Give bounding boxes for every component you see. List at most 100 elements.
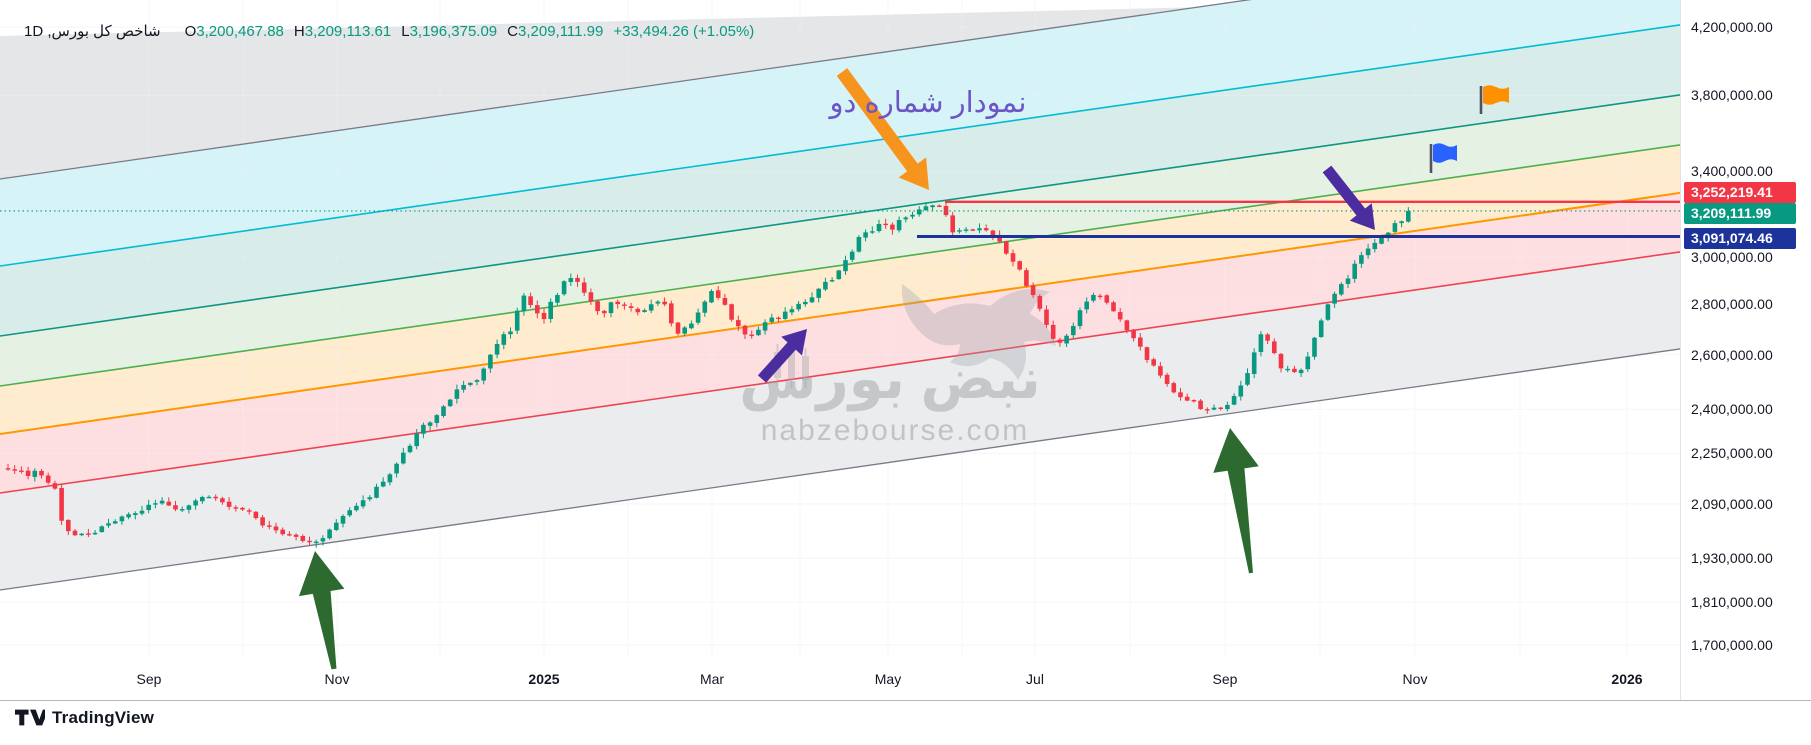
candle	[293, 534, 299, 537]
candle	[126, 514, 131, 518]
candle	[59, 487, 64, 521]
tradingview-icon	[15, 709, 45, 726]
candle	[173, 505, 178, 510]
candle	[722, 297, 728, 305]
low-value: 3,196,375.09	[409, 23, 498, 40]
candle	[1238, 385, 1244, 397]
candle	[233, 507, 239, 509]
candle	[246, 510, 252, 512]
last-price-badge: 3,209,111.99	[1684, 202, 1796, 224]
drawing-annotations[interactable]	[298, 68, 1509, 670]
candle	[12, 469, 17, 471]
candle	[916, 209, 922, 215]
time-tick-label: Mar	[699, 671, 725, 687]
open-value: 3,200,467.88	[196, 23, 284, 40]
candle	[1064, 335, 1069, 344]
channel-line-orange[interactable]	[0, 191, 1680, 435]
candle	[1211, 407, 1217, 410]
channel-lines[interactable]	[0, 0, 1680, 591]
candle	[213, 496, 218, 499]
candle	[628, 306, 634, 309]
orange-flag[interactable]	[1479, 85, 1509, 114]
candle	[689, 323, 694, 329]
channel-line-red[interactable]	[0, 251, 1680, 494]
candle	[1111, 302, 1116, 312]
channel-line-green[interactable]	[0, 144, 1680, 387]
purple-up-arrow[interactable]	[757, 329, 807, 383]
candle	[1285, 368, 1290, 371]
candle	[702, 301, 708, 313]
channel-line-upper-gray[interactable]	[0, 0, 1680, 180]
bull-logo-icon	[901, 284, 1056, 380]
candle	[66, 519, 71, 532]
candle	[695, 312, 701, 323]
candle	[327, 529, 332, 539]
time-axis[interactable]: Sep Nov 2025 Mar May Jul Sep Nov 2026	[0, 658, 1811, 700]
orange-down-arrow[interactable]	[836, 68, 929, 190]
symbol-name[interactable]: شاخص کل بورس, 1D	[24, 23, 161, 40]
candle	[427, 422, 433, 426]
candle	[45, 475, 51, 483]
green-up-arrow-2[interactable]	[1213, 428, 1259, 574]
candle	[1191, 400, 1197, 402]
high-value: 3,209,113.61	[304, 23, 392, 40]
time-tick-label: Jul	[1026, 671, 1044, 687]
candle	[1352, 263, 1357, 279]
purple-down-arrow[interactable]	[1322, 165, 1375, 230]
candle	[1392, 223, 1398, 232]
candle	[32, 470, 38, 477]
candle	[642, 310, 647, 312]
candle	[963, 229, 969, 231]
candle	[313, 541, 319, 544]
candle	[1305, 356, 1311, 370]
candle	[923, 206, 929, 211]
time-tick-label: May	[874, 671, 902, 687]
price-tick-label: 2,600,000.00	[1691, 346, 1773, 363]
candle	[1164, 374, 1170, 384]
time-tick-label: Nov	[1402, 671, 1428, 687]
candle	[206, 496, 212, 499]
candle	[782, 311, 788, 319]
price-lines[interactable]	[0, 200, 1680, 239]
candle	[86, 533, 91, 535]
candle	[675, 322, 681, 334]
price-tick-label: 2,800,000.00	[1691, 296, 1773, 313]
candle	[910, 214, 915, 217]
candle	[521, 295, 527, 312]
candle	[622, 304, 627, 306]
candle	[1379, 237, 1384, 244]
channel-line-lower-gray[interactable]	[0, 348, 1680, 591]
candle	[1399, 221, 1404, 224]
price-tick-label: 1,930,000.00	[1691, 550, 1773, 567]
candle	[481, 368, 486, 381]
candle	[220, 498, 225, 503]
price-tick-label: 3,800,000.00	[1691, 87, 1773, 104]
candle	[1231, 396, 1237, 405]
candle	[883, 223, 888, 226]
watermark-domain-text: nabzebourse.com	[761, 414, 1029, 447]
symbol-ohlc-header[interactable]: شاخص کل بورس, 1D O3,200,467.88 H3,209,113.…	[24, 22, 754, 40]
candle	[394, 463, 399, 474]
price-tick-label: 1,700,000.00	[1691, 636, 1773, 653]
candle	[193, 500, 198, 506]
candle	[1050, 324, 1056, 339]
watermark-brand-text: نبض بورس	[739, 347, 1041, 412]
candle	[146, 504, 151, 511]
channel-line-teal[interactable]	[0, 94, 1680, 337]
candle	[112, 521, 118, 524]
candle	[997, 234, 1002, 242]
tradingview-attribution[interactable]: TradingView	[15, 707, 154, 728]
gridlines	[0, 0, 1680, 658]
candle	[468, 382, 473, 385]
channel-bands[interactable]	[0, 0, 1680, 591]
channel-line-cyan[interactable]	[0, 24, 1680, 267]
candle	[1144, 347, 1150, 361]
chart-annotation-text[interactable]: نمودار شماره دو	[828, 87, 1027, 119]
green-up-arrow-1[interactable]	[298, 551, 345, 670]
candle	[1104, 295, 1110, 303]
blue-flag[interactable]	[1429, 143, 1457, 173]
candle	[1117, 312, 1123, 320]
price-axis[interactable]: 4,200,000.00 3,800,000.00 3,400,000.00 3,00…	[1680, 0, 1811, 700]
resistance-line-price-badge: 3,252,219.41	[1684, 181, 1796, 203]
